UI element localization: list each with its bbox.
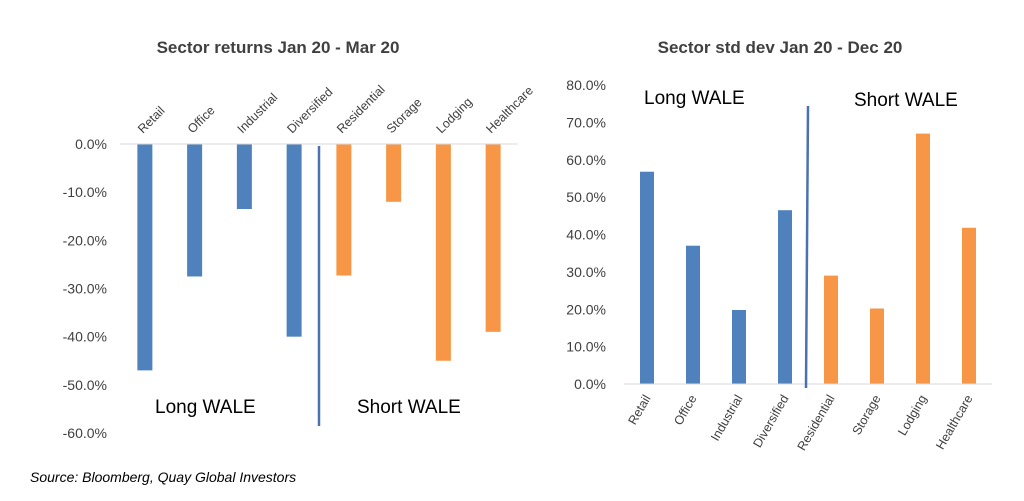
- left-category-label: Diversified: [284, 85, 335, 136]
- right-y-tick-label: 80.0%: [566, 77, 606, 93]
- right-bar-storage: [870, 308, 884, 384]
- right-y-tick-label: 0.0%: [574, 376, 606, 392]
- right-bar-healthcare: [962, 227, 976, 384]
- right-category-label: Residential: [795, 393, 838, 454]
- left-y-axis: 0.0% -10.0% -20.0% -30.0% -40.0% -50.0% -60.0%: [63, 136, 107, 441]
- left-bar-diversified: [286, 144, 302, 337]
- right-category-label: Industrial: [708, 393, 745, 444]
- right-y-axis: 0.0% 10.0% 20.0% 30.0% 40.0% 50.0% 60.0% 70.0% 8…: [566, 77, 606, 392]
- right-category-labels: Retail Office Industrial Diversified Residen…: [625, 392, 975, 453]
- right-bar-retail: [640, 171, 654, 384]
- right-category-label: Office: [671, 392, 699, 427]
- right-y-tick-label: 10.0%: [566, 339, 606, 355]
- left-category-label: Lodging: [434, 95, 475, 136]
- left-bar-healthcare: [485, 144, 501, 332]
- left-category-label: Office: [185, 103, 218, 136]
- left-y-tick-label: 0.0%: [75, 136, 107, 152]
- left-category-label: Storage: [384, 95, 425, 136]
- left-category-label: Healthcare: [483, 83, 536, 136]
- left-bar-retail: [137, 144, 153, 371]
- left-category-labels: Retail Office Industrial DiversifiedResiden…: [135, 82, 536, 136]
- right-category-label: Diversified: [750, 392, 791, 450]
- left-category-label: Industrial: [235, 90, 281, 136]
- left-y-tick-label: -10.0%: [63, 184, 107, 200]
- left-bar-lodging: [435, 144, 451, 361]
- sector-std-dev-chart: Sector std dev Jan 20 - Dec 20 0.0% 10.0%…: [566, 38, 992, 453]
- left-bar-storage: [386, 144, 402, 202]
- right-category-label: Retail: [625, 393, 653, 428]
- source-note: Source: Bloomberg, Quay Global Investors: [30, 469, 296, 485]
- left-y-tick-label: -40.0%: [63, 329, 107, 345]
- right-y-tick-label: 70.0%: [566, 114, 606, 130]
- right-y-tick-label: 60.0%: [566, 152, 606, 168]
- left-category-label: Retail: [135, 104, 168, 137]
- right-category-label: Storage: [850, 392, 884, 437]
- right-category-label: Lodging: [895, 392, 929, 438]
- right-bar-office: [686, 245, 700, 384]
- right-long-wale-label: Long WALE: [644, 88, 745, 109]
- left-y-tick-label: -30.0%: [63, 281, 107, 297]
- right-y-tick-label: 20.0%: [566, 301, 606, 317]
- right-short-wale-label: Short WALE: [854, 90, 958, 111]
- right-wale-divider: [804, 105, 810, 389]
- left-bar-industrial: [236, 144, 252, 210]
- left-long-wale-label: Long WALE: [155, 397, 256, 418]
- left-chart-title: Sector returns Jan 20 - Mar 20: [157, 38, 400, 57]
- left-bar-residential: [336, 144, 352, 276]
- sector-returns-chart: Sector returns Jan 20 - Mar 20 0.0% -10.0…: [63, 38, 536, 441]
- right-bar-industrial: [732, 309, 746, 384]
- right-category-label: Healthcare: [933, 392, 975, 451]
- left-category-label: Residential: [334, 82, 388, 136]
- left-short-wale-label: Short WALE: [357, 397, 461, 418]
- right-bar-lodging: [916, 133, 930, 384]
- right-y-tick-label: 50.0%: [566, 189, 606, 205]
- right-bars: [640, 133, 976, 384]
- left-y-tick-label: -50.0%: [63, 377, 107, 393]
- right-y-tick-label: 40.0%: [566, 227, 606, 243]
- left-y-tick-label: -20.0%: [63, 232, 107, 248]
- right-chart-title: Sector std dev Jan 20 - Dec 20: [658, 38, 903, 57]
- right-bar-diversified: [778, 210, 792, 384]
- right-bar-residential: [824, 275, 838, 384]
- left-bar-office: [187, 144, 203, 277]
- left-y-tick-label: -60.0%: [63, 425, 107, 441]
- right-y-tick-label: 30.0%: [566, 264, 606, 280]
- left-bars: [137, 144, 501, 371]
